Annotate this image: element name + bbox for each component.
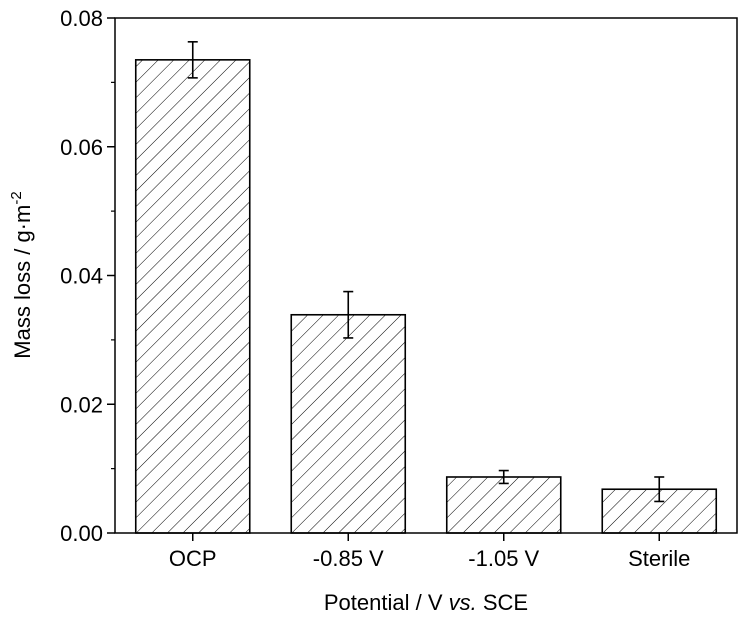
x-tick-label-2: -1.05 V [468,546,539,571]
y-axis-title: Mass loss / g·m-2 [8,191,35,358]
y-tick-label-4: 0.08 [60,6,103,31]
x-tick-label-0: OCP [169,546,217,571]
y-tick-label-1: 0.02 [60,392,103,417]
y-tick-label-2: 0.04 [60,264,103,289]
x-axis-title-italic: vs. [449,590,477,615]
bar-2 [445,476,562,534]
bar-1 [290,313,407,534]
error-bar-0 [187,41,198,79]
error-bar-3 [654,476,665,503]
bar-0 [134,59,251,534]
bars-group [134,59,718,534]
x-axis: OCP -0.85 V -1.05 V Sterile [169,533,690,571]
x-axis-title-post: SCE [477,590,528,615]
x-tick-label-1: -0.85 V [313,546,384,571]
error-bar-1 [343,290,354,339]
x-tick-label-3: Sterile [628,546,690,571]
y-tick-label-0: 0.00 [60,521,103,546]
y-tick-label-3: 0.06 [60,135,103,160]
y-axis-title-superscript: -2 [8,191,25,204]
y-axis-title-main: Mass loss / g·m [10,205,35,359]
y-axis: 0.00 0.02 0.04 0.06 0.08 [60,6,115,546]
error-bars-group [187,41,665,503]
error-bar-2 [498,469,509,485]
x-axis-title-pre: Potential / V [324,590,449,615]
x-axis-title: Potential / V vs. SCE [324,590,528,615]
